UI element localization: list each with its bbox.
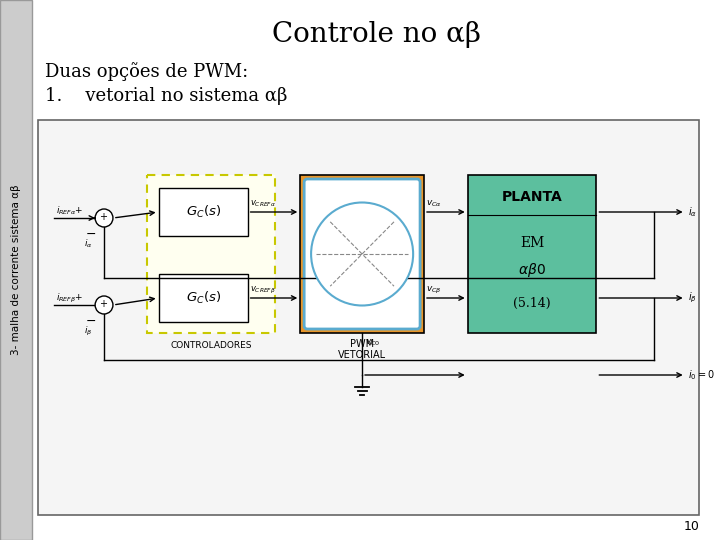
Bar (37, 120, 699, 515)
Text: $i_{REF\beta}$+: $i_{REF\beta}$+ (56, 292, 84, 305)
Text: $v_{C0}$: $v_{C0}$ (365, 338, 380, 348)
Text: $v_{CREF\alpha}$: $v_{CREF\alpha}$ (250, 199, 276, 209)
Text: $G_C(s)$: $G_C(s)$ (186, 290, 221, 306)
Text: $i_0=0$: $i_0=0$ (688, 368, 714, 382)
Text: VETORIAL: VETORIAL (338, 350, 386, 360)
Text: EM: EM (520, 236, 544, 250)
Text: Duas opções de PWM:: Duas opções de PWM: (45, 63, 248, 82)
Text: $i_\beta$: $i_\beta$ (688, 291, 696, 305)
Bar (467, 175, 596, 333)
Text: $i_{REF\alpha}$+: $i_{REF\alpha}$+ (56, 205, 84, 217)
FancyBboxPatch shape (304, 179, 420, 329)
Text: $v_{CREF\beta}$: $v_{CREF\beta}$ (250, 285, 276, 295)
Bar (0, 0, 32, 540)
Bar (300, 175, 424, 333)
Text: $G_C(s)$: $G_C(s)$ (186, 204, 221, 220)
Text: $i_\alpha$: $i_\alpha$ (688, 205, 697, 219)
Text: $v_{C\beta}$: $v_{C\beta}$ (426, 285, 441, 295)
Text: PLANTA: PLANTA (502, 190, 562, 204)
Text: Controle no αβ: Controle no αβ (272, 22, 481, 49)
Text: −: − (86, 227, 96, 240)
Text: 10: 10 (683, 520, 699, 533)
Text: +: + (99, 212, 107, 222)
Text: CONTROLADORES: CONTROLADORES (170, 341, 252, 349)
Text: (5.14): (5.14) (513, 296, 551, 309)
Text: +: + (99, 299, 107, 309)
Text: 1.    vetorial no sistema αβ: 1. vetorial no sistema αβ (45, 87, 287, 105)
Text: $\alpha\beta0$: $\alpha\beta0$ (518, 261, 546, 279)
Bar (147, 175, 276, 333)
Text: $v_{C\alpha}$: $v_{C\alpha}$ (426, 199, 442, 209)
Bar (158, 274, 248, 322)
Text: $i_\beta$: $i_\beta$ (84, 325, 92, 338)
Circle shape (95, 209, 113, 227)
Bar (158, 188, 248, 236)
Circle shape (311, 202, 413, 306)
Text: $i_\alpha$: $i_\alpha$ (84, 238, 92, 250)
Text: PWM: PWM (350, 339, 374, 349)
Text: 3- malha de corrente sistema αβ: 3- malha de corrente sistema αβ (11, 185, 21, 355)
Text: −: − (86, 314, 96, 327)
Circle shape (95, 296, 113, 314)
